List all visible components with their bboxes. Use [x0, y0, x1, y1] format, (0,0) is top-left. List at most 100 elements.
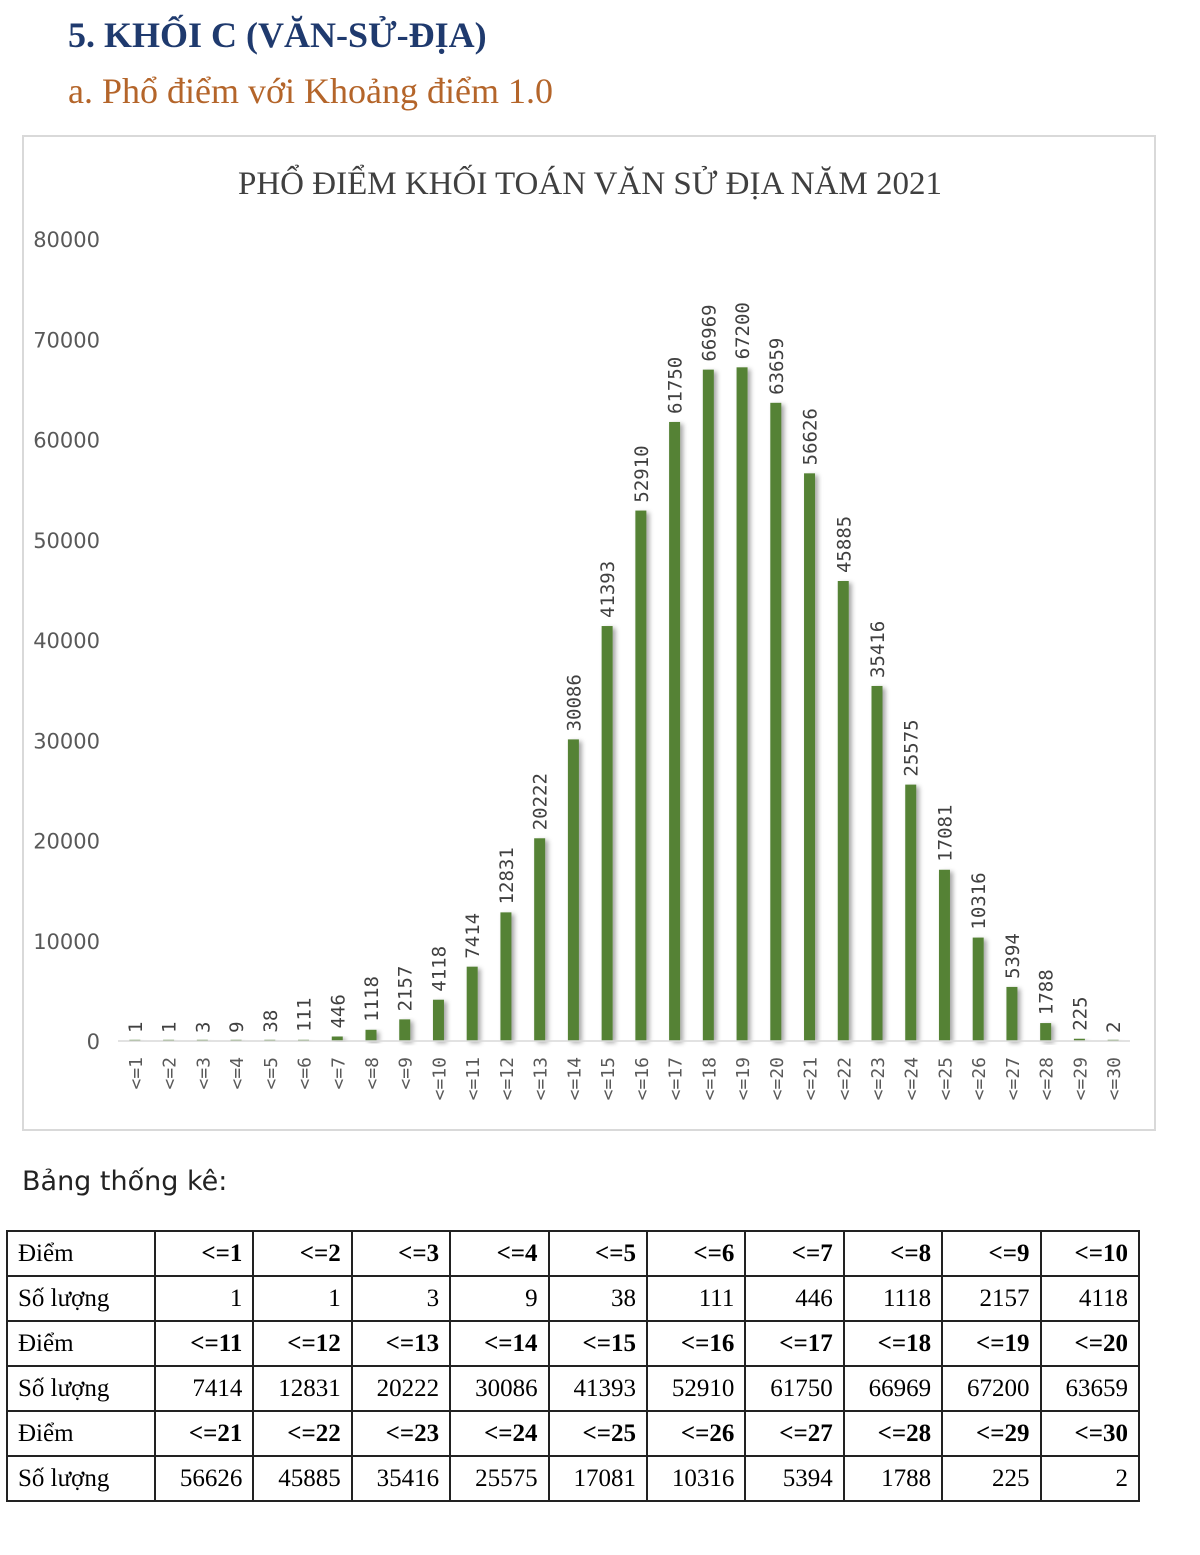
data-label: 63659 — [766, 338, 788, 395]
x-tick-label: <=9 — [396, 1057, 417, 1090]
y-tick-label: 60000 — [33, 429, 100, 453]
bar — [736, 367, 748, 1041]
count-cell: 1 — [252, 1275, 353, 1322]
x-tick-label: <=8 — [362, 1057, 383, 1090]
bar — [466, 966, 478, 1041]
score-cell: <=7 — [744, 1230, 845, 1277]
score-cell: <=3 — [350, 1230, 452, 1277]
score-cell: <=6 — [645, 1230, 747, 1277]
bar — [938, 869, 950, 1041]
x-tick-label: <=12 — [497, 1057, 518, 1100]
count-cell: 7414 — [153, 1365, 255, 1412]
chart-title: PHỔ ĐIỂM KHỐI TOÁN VĂN SỬ ĐỊA NĂM 2021 — [238, 163, 942, 202]
x-tick-label: <=4 — [227, 1057, 248, 1090]
x-tick-label: <=24 — [902, 1057, 923, 1100]
bar — [837, 581, 849, 1041]
score-cell: <=30 — [1039, 1410, 1141, 1457]
count-cell: 61750 — [744, 1365, 845, 1412]
score-cell: <=23 — [350, 1410, 452, 1457]
x-tick-label: <=29 — [1070, 1057, 1091, 1100]
data-label: 66969 — [698, 304, 720, 361]
count-cell: 66969 — [842, 1365, 944, 1412]
x-tick-label: <=13 — [531, 1057, 552, 1100]
x-tick-label: <=28 — [1037, 1057, 1058, 1100]
score-cell: <=5 — [547, 1230, 648, 1277]
bar — [500, 912, 512, 1041]
score-cell: <=15 — [547, 1320, 648, 1367]
x-tick-label: <=5 — [261, 1057, 282, 1090]
bar — [601, 626, 613, 1041]
x-tick-label: <=2 — [160, 1057, 181, 1090]
count-cell: 111 — [645, 1275, 747, 1322]
data-label: 30086 — [563, 674, 585, 731]
x-tick-label: <=18 — [699, 1057, 720, 1100]
score-cell: <=16 — [645, 1320, 747, 1367]
y-tick-label: 0 — [87, 1030, 100, 1054]
data-label: 45885 — [833, 516, 855, 573]
data-label: 38 — [260, 1010, 282, 1033]
data-label: 7414 — [462, 913, 484, 959]
data-label: 2157 — [395, 966, 417, 1012]
data-label: 5394 — [1002, 933, 1024, 979]
score-row: Điểm <=11 <=12 <=13 <=14 <=15 <=16 <=17 <=18 <=19… — [6, 1320, 1141, 1367]
data-label: 10316 — [968, 872, 990, 929]
y-tick-label: 50000 — [33, 529, 100, 553]
score-cell: <=20 — [1039, 1320, 1141, 1367]
section-subheading: a. Phổ điểm với Khoảng điểm 1.0 — [68, 71, 553, 111]
data-label: 52910 — [631, 445, 653, 502]
data-label: 2 — [1103, 1022, 1125, 1033]
data-label: 446 — [327, 994, 349, 1028]
bar — [534, 838, 546, 1041]
x-tick-label: <=17 — [666, 1057, 687, 1100]
chart-frame: PHỔ ĐIỂM KHỐI TOÁN VĂN SỬ ĐỊA NĂM 2021 0… — [22, 135, 1156, 1131]
data-label: 67200 — [732, 302, 754, 359]
bar — [770, 402, 782, 1042]
x-tick-label: <=19 — [733, 1057, 754, 1100]
score-row-header: Điểm — [6, 1230, 156, 1277]
bar — [804, 473, 816, 1041]
count-cell: 63659 — [1039, 1365, 1141, 1412]
y-tick-label: 30000 — [33, 729, 100, 753]
count-cell: 1 — [153, 1275, 255, 1322]
score-cell: <=10 — [1039, 1230, 1141, 1277]
data-label: 12831 — [496, 847, 518, 904]
score-row: Điểm <=21 <=22 <=23 <=24 <=25 <=26 <=27 <=28 <=29… — [6, 1410, 1141, 1457]
bar — [871, 685, 883, 1041]
data-label: 25575 — [901, 719, 923, 776]
score-cell: <=2 — [252, 1230, 353, 1277]
x-tick-label: <=27 — [1003, 1057, 1024, 1100]
count-cell: 1788 — [842, 1455, 944, 1502]
score-cell: <=17 — [744, 1320, 845, 1367]
x-tick-label: <=11 — [463, 1057, 484, 1100]
count-cell: 446 — [744, 1275, 845, 1322]
x-tick-label: <=1 — [126, 1057, 147, 1090]
count-cell: 38 — [547, 1275, 648, 1322]
data-label: 4118 — [428, 946, 450, 992]
count-cell: 25575 — [449, 1455, 550, 1502]
score-cell: <=9 — [941, 1230, 1042, 1277]
count-cell: 30086 — [449, 1365, 550, 1412]
bar — [635, 510, 647, 1041]
score-cell: <=27 — [744, 1410, 845, 1457]
data-label: 9 — [226, 1021, 248, 1032]
x-tick-label: <=3 — [193, 1057, 214, 1090]
data-label: 61750 — [665, 357, 687, 414]
bar — [567, 739, 579, 1041]
x-tick-label: <=10 — [429, 1057, 450, 1100]
score-cell: <=25 — [547, 1410, 648, 1457]
data-label: 1118 — [361, 976, 383, 1022]
x-tick-label: <=21 — [801, 1057, 822, 1100]
data-label: 1 — [125, 1022, 147, 1033]
score-row: Điểm <=1 <=2 <=3 <=4 <=5 <=6 <=7 <=8 <=9 <=10 — [6, 1230, 1141, 1277]
bar — [702, 369, 714, 1042]
count-row: Số lượng 7414 12831 20222 30086 41393 52910 617… — [6, 1365, 1141, 1412]
bar — [1040, 1023, 1052, 1041]
data-label: 41393 — [597, 561, 619, 618]
score-cell: <=12 — [252, 1320, 353, 1367]
score-cell: <=28 — [842, 1410, 944, 1457]
count-row-header: Số lượng — [6, 1275, 156, 1322]
data-label: 1788 — [1036, 969, 1058, 1015]
bar — [365, 1029, 377, 1041]
data-label: 1 — [159, 1022, 181, 1033]
score-cell: <=19 — [941, 1320, 1042, 1367]
